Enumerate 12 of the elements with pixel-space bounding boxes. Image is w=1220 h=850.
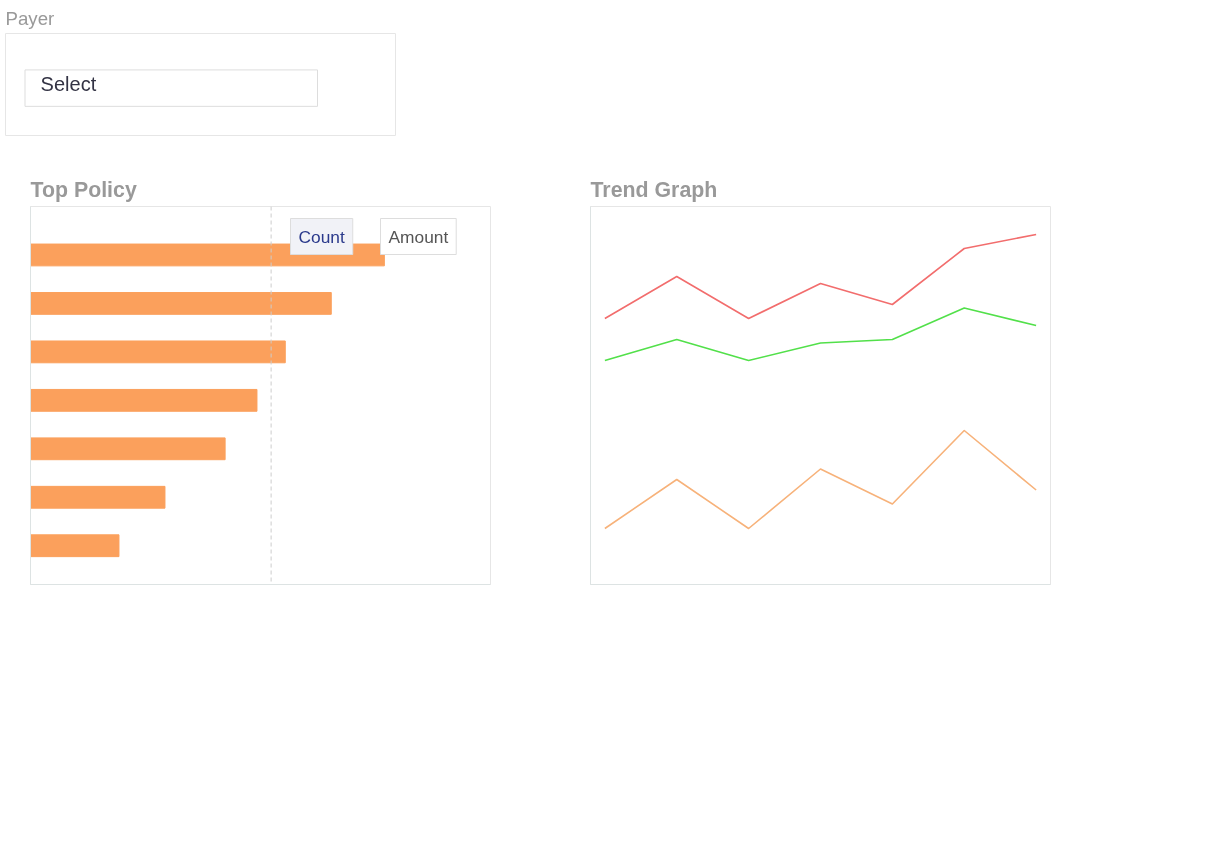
- bar: [30, 485, 166, 509]
- text: Amount: [388, 226, 449, 247]
- bar: [30, 340, 286, 364]
- bar: [30, 388, 258, 412]
- bar: [30, 534, 120, 558]
- annotation: Count: [298, 226, 345, 247]
- chart-title: Trend Graph: [590, 177, 718, 202]
- chart-title: Top Policy: [30, 177, 137, 202]
- bar: [30, 437, 226, 461]
- text: Payer: [5, 7, 55, 29]
- bar: [30, 292, 332, 315]
- text: Select: [40, 73, 97, 96]
